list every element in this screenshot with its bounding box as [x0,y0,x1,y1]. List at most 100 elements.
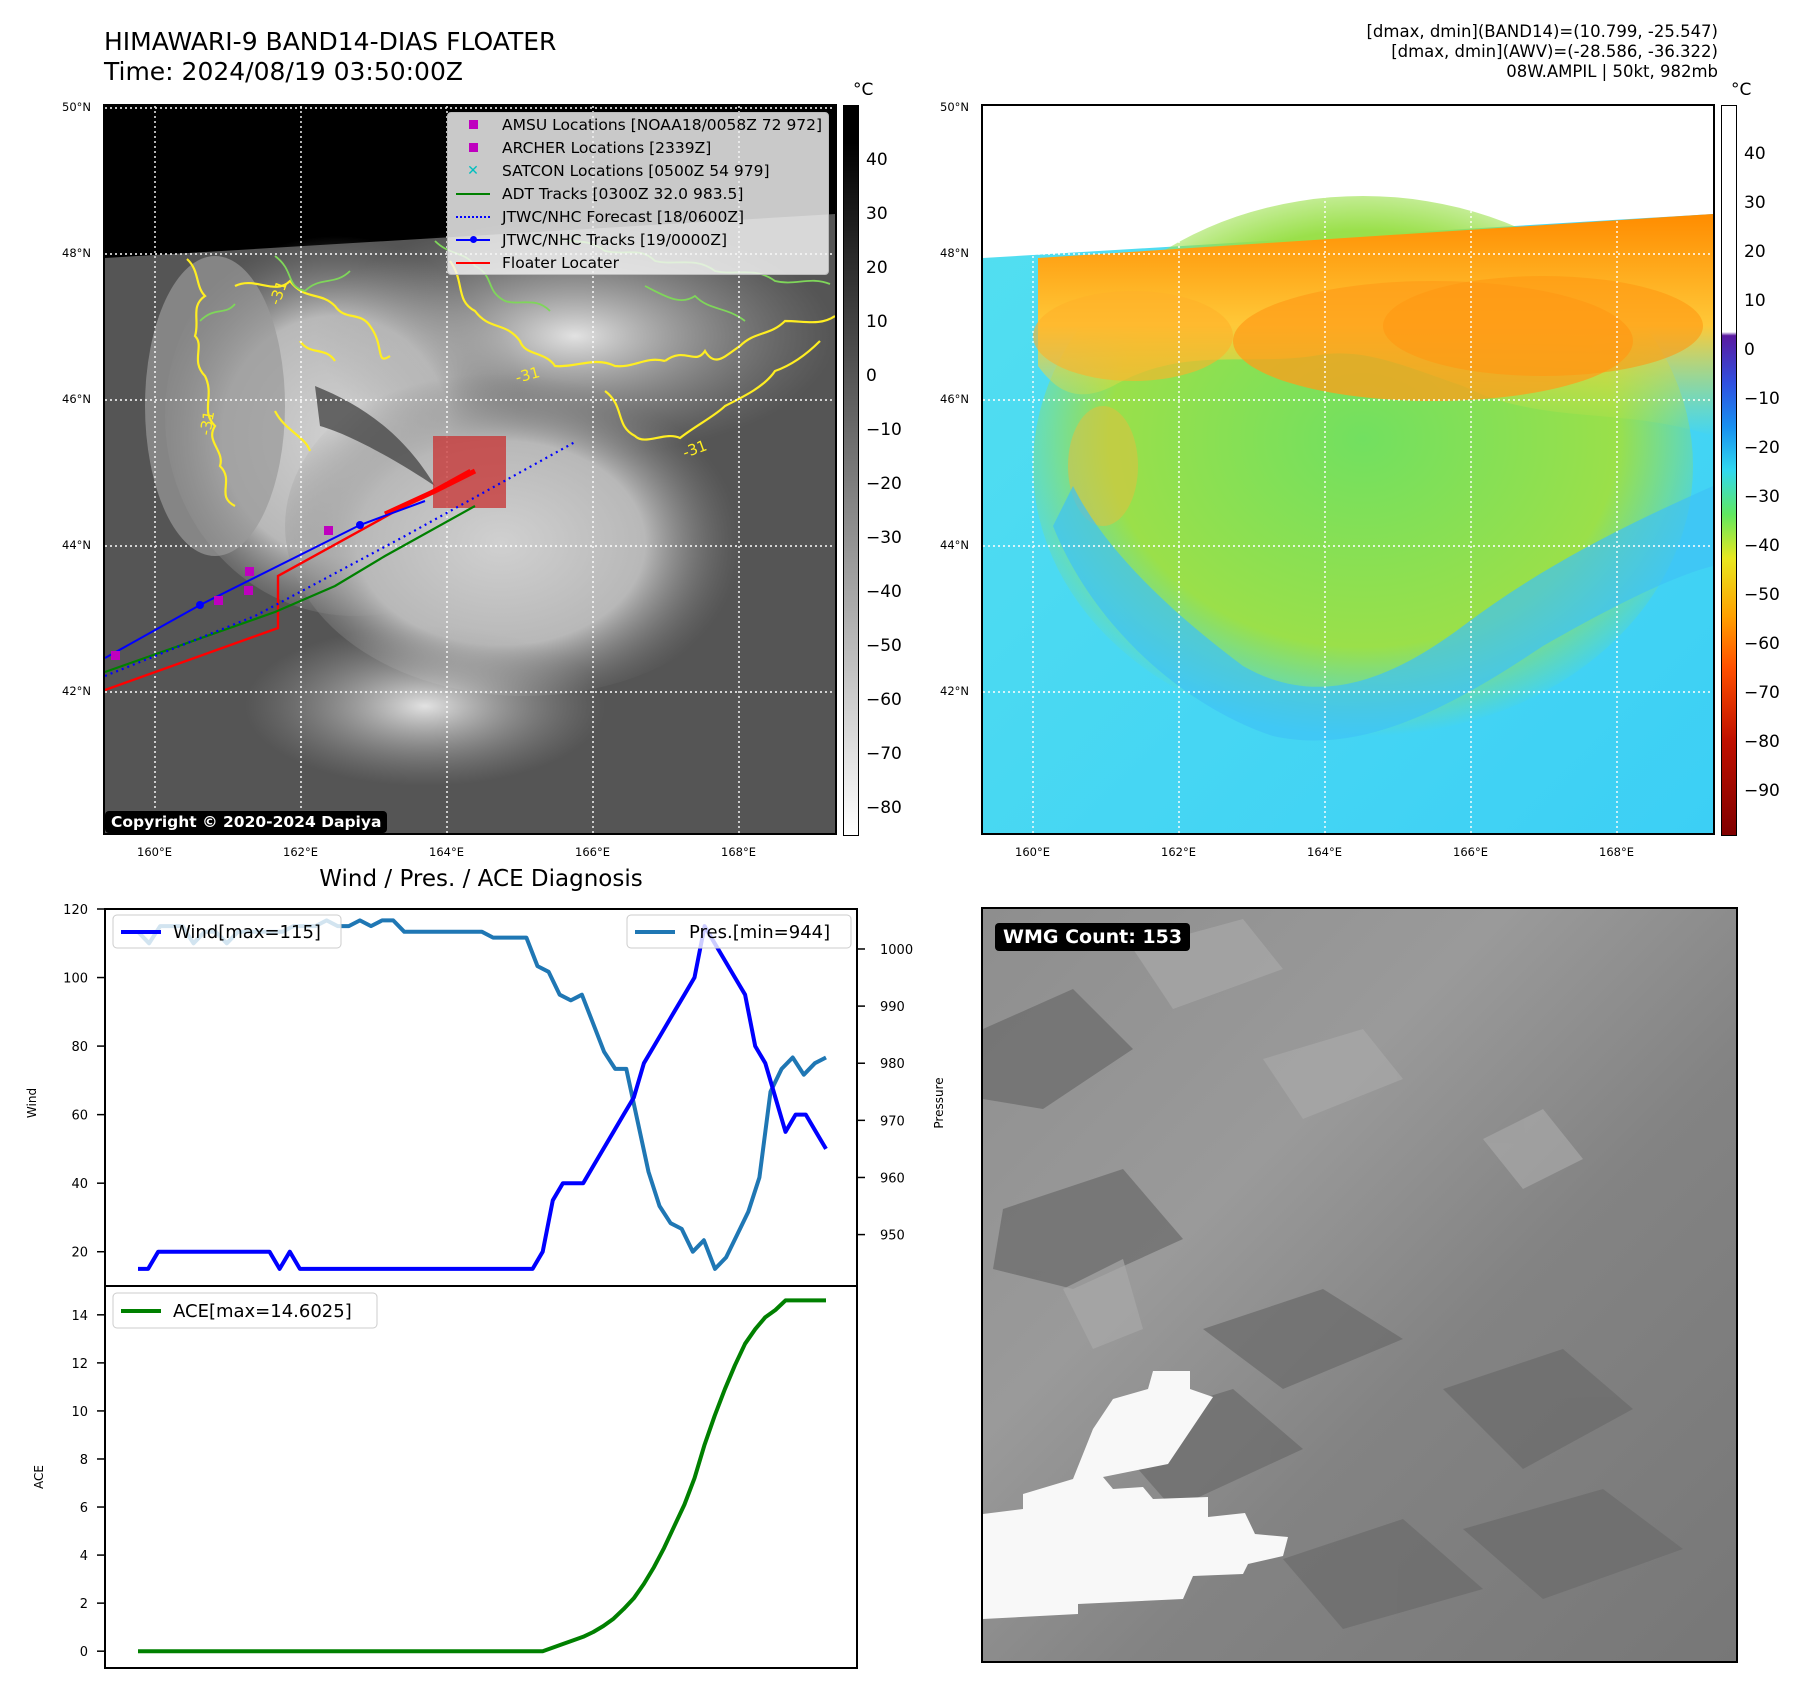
best-track [105,500,426,659]
ace-tick-label: 6 [80,1501,88,1516]
amsu-archer-markers [111,526,333,660]
wv-lat-tick-44: 44°N [940,538,969,552]
ir-cb-tick-40: 40 [866,150,888,170]
ir-colorbar-unit: °C [853,80,874,100]
floater-arrow [383,468,477,517]
legend-row-jtwc-tracks: JTWC/NHC Tracks [19/0000Z] [448,228,828,251]
ir-lat-tick-48: 48°N [62,246,91,260]
wind-legend: Wind[max=115] [112,914,342,949]
info-line-2: [dmax, dmin](AWV)=(-28.586, -36.322) [1391,42,1718,61]
ir-lat-tick-42: 42°N [62,684,91,698]
ir-lat-tick-50: 50°N [62,100,91,114]
ace-ticks: 14 12 10 8 6 4 2 0 [71,1309,105,1660]
wv-lat-tick-42: 42°N [940,684,969,698]
ir-map-panel: -31 -31 -31 -31 [103,104,837,835]
wv-cb-tick-10: 10 [1744,291,1766,311]
legend-row-archer: ARCHER Locations [2339Z] [448,136,828,159]
wv-lon-tick-168: 168°E [1599,845,1634,859]
ir-lat-tick-46: 46°N [62,392,91,406]
wind-tick-label: 40 [71,1177,88,1192]
figure-info: [dmax, dmin](BAND14)=(10.799, -25.547) [… [1366,22,1718,82]
wv-cb-tick-m60: −60 [1744,634,1780,654]
wind-pressure-axes [104,908,858,1287]
wv-cb-tick-m70: −70 [1744,683,1780,703]
pressure-tick-label: 950 [880,1229,905,1244]
ace-legend-label: ACE[max=14.6025] [173,1301,352,1322]
legend-row-satcon: ✕ SATCON Locations [0500Z 54 979] [467,161,770,180]
pressure-tick-label: 970 [880,1114,905,1129]
ir-lon-tick-166: 166°E [575,845,610,859]
ir-cb-tick-m50: −50 [866,636,902,656]
ace-axis-label: ACE [32,1465,46,1489]
ir-lon-tick-160: 160°E [137,845,172,859]
wv-lat-tick-46: 46°N [940,392,969,406]
ir-lon-tick-168: 168°E [721,845,756,859]
ace-tick-label: 2 [80,1597,88,1612]
ir-lon-tick-162: 162°E [283,845,318,859]
wind-ticks: 120 100 80 60 40 20 [63,903,105,1261]
ir-cb-tick-m80: −80 [866,798,902,818]
pressure-tick-label: 1000 [880,943,913,958]
wv-lon-tick-166: 166°E [1453,845,1488,859]
ace-series-line [138,1298,826,1654]
copyright-badge: Copyright © 2020-2024 Dapiya [105,811,388,833]
ace-tick-label: 4 [80,1549,88,1564]
wv-cb-tick-30: 30 [1744,193,1766,213]
wv-cb-tick-m50: −50 [1744,585,1780,605]
ir-colorbar [843,105,859,836]
wv-lon-tick-164: 164°E [1307,845,1342,859]
ir-cb-tick-0: 0 [866,366,877,386]
title-line-2: Time: 2024/08/19 03:50:00Z [104,57,463,86]
legend-row-amsu: AMSU Locations [NOAA18/0058Z 72 972] [448,113,828,136]
ace-tick-label: 8 [80,1453,88,1468]
wv-map-panel [981,104,1715,835]
wind-tick-label: 120 [63,903,88,918]
ir-cb-tick-20: 20 [866,258,888,278]
legend-row-floater: Floater Locater [448,251,828,274]
contour-label-4: -31 [196,409,218,436]
pressure-legend-label: Pres.[min=944] [689,922,830,943]
ir-cb-tick-m40: −40 [866,582,902,602]
wv-cb-tick-0: 0 [1744,340,1755,360]
ir-legend: AMSU Locations [NOAA18/0058Z 72 972] ARC… [447,112,829,275]
wv-lat-tick-50: 50°N [940,100,969,114]
figure-title: HIMAWARI-9 BAND14-DIAS FLOATER Time: 202… [104,27,556,87]
contour-label-2: -31 [513,363,541,387]
diagnosis-title: Wind / Pres. / ACE Diagnosis [319,866,643,892]
wind-tick-label: 60 [71,1109,88,1124]
pressure-legend: Pres.[min=944] [626,914,852,949]
wmg-cold-region [983,1371,1288,1619]
pressure-tick-label: 960 [880,1171,905,1186]
pressure-ticks: 1000 990 980 970 960 950 [857,943,913,1244]
info-line-1: [dmax, dmin](BAND14)=(10.799, -25.547) [1366,22,1718,41]
ir-cb-tick-m20: −20 [866,474,902,494]
ace-tick-label: 10 [71,1405,88,1420]
wind-tick-label: 20 [71,1246,88,1261]
wv-lat-tick-48: 48°N [940,246,969,260]
floater-track [105,468,471,692]
ir-cb-tick-30: 30 [866,204,888,224]
wind-legend-label: Wind[max=115] [173,922,321,943]
ace-axes [104,1285,858,1669]
wv-gridlines [983,106,1713,833]
wv-cb-tick-40: 40 [1744,144,1766,164]
wv-map-image [983,106,1713,833]
pressure-tick-label: 990 [880,1000,905,1015]
ace-tick-label: 14 [71,1309,88,1324]
wmg-image [983,909,1736,1661]
yellow-contours [186,258,835,507]
wv-cb-tick-m40: −40 [1744,536,1780,556]
wv-cb-tick-m10: −10 [1744,389,1780,409]
wind-tick-label: 100 [63,972,88,987]
wmg-panel: WMG Count: 153 [981,907,1738,1663]
wv-cb-tick-m90: −90 [1744,781,1780,801]
ace-legend: ACE[max=14.6025] [112,1292,378,1329]
adt-track [105,505,476,674]
ir-lat-tick-44: 44°N [62,538,91,552]
wind-tick-label: 80 [71,1040,88,1055]
wv-cb-tick-m80: −80 [1744,732,1780,752]
ir-gridlines [105,106,835,833]
pressure-tick-label: 980 [880,1057,905,1072]
wv-cb-tick-m20: −20 [1744,438,1780,458]
ir-cb-tick-m70: −70 [866,744,902,764]
